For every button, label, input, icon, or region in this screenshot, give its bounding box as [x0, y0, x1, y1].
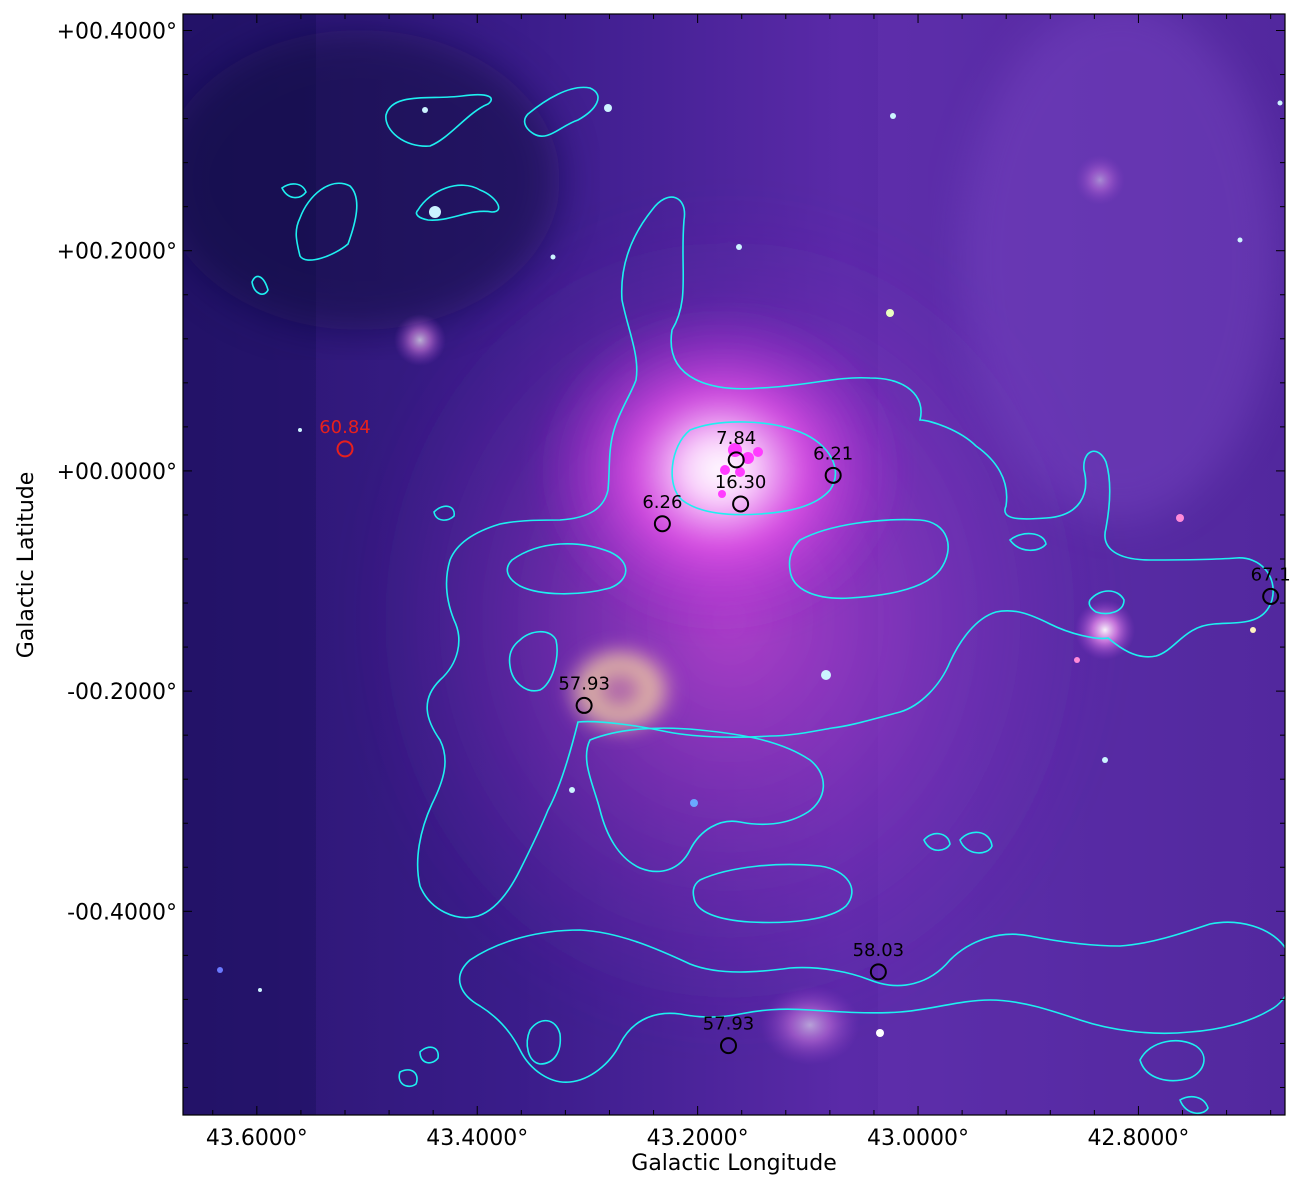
contour-line	[415, 184, 500, 221]
source-markers: 60.84 7.84 16.30 6.21 6.26 67.1 57.93 58.03 57.9…	[319, 417, 1291, 1055]
x-tick-label: 42.8000°	[1087, 1126, 1189, 1151]
y-axis-label: Galactic Latitude	[14, 472, 39, 659]
source-marker-label: 6.26	[642, 492, 682, 513]
contour-line	[1008, 532, 1047, 552]
contour-line	[1179, 1095, 1209, 1115]
contour-line	[280, 183, 307, 199]
contour-line	[959, 831, 993, 854]
intensity-contours	[251, 86, 1285, 1115]
contour-line	[458, 921, 1285, 1083]
contour-line	[1139, 1039, 1205, 1082]
contour-line	[585, 727, 825, 873]
contour-line	[416, 196, 1274, 919]
contour-line	[506, 543, 627, 595]
contour-line	[508, 630, 558, 692]
source-marker-label: 16.30	[715, 472, 767, 493]
contour-line	[692, 863, 853, 924]
contour-line	[923, 832, 951, 852]
stars	[217, 100, 1283, 1037]
x-tick-label: 43.0000°	[867, 1126, 969, 1151]
source-marker-label: 7.84	[716, 428, 756, 449]
contour-line	[398, 1069, 418, 1088]
source-marker-label: 58.03	[853, 940, 905, 961]
source-marker-circle	[653, 515, 671, 533]
source-marker-label: 57.93	[703, 1014, 755, 1035]
contour-line	[788, 518, 949, 600]
contour-line	[526, 1019, 562, 1065]
source-marker-circle	[719, 1037, 737, 1055]
plot-frame	[182, 13, 1286, 1116]
source-marker-circle	[336, 440, 354, 458]
source-marker-label: 60.84	[319, 417, 371, 438]
source-marker-circle	[575, 696, 593, 714]
y-tick-label: -00.2000°	[67, 680, 177, 705]
x-tick-label: 43.4000°	[426, 1126, 528, 1151]
y-tick-label: +00.0000°	[57, 460, 177, 485]
contour-line	[433, 505, 455, 521]
y-tick-label: +00.4000°	[57, 20, 177, 45]
source-marker-circle	[727, 451, 745, 469]
contour-line	[523, 86, 599, 137]
source-marker-label: 6.21	[813, 443, 853, 464]
core-emission	[718, 443, 763, 498]
x-axis-label: Galactic Longitude	[631, 1151, 836, 1176]
source-marker-circle	[732, 495, 750, 513]
contour-line	[671, 421, 837, 516]
source-marker-circle	[1262, 587, 1280, 605]
contour-line	[1088, 590, 1125, 615]
x-tick-label: 43.6000°	[206, 1126, 308, 1151]
contour-line	[385, 93, 493, 147]
contour-line	[419, 1046, 439, 1064]
infrared-image	[183, 14, 1285, 1115]
source-marker-label: 57.93	[558, 673, 610, 694]
x-tick-label: 43.2000°	[647, 1126, 749, 1151]
source-marker-circle	[824, 466, 842, 484]
source-marker-label: 67.1	[1251, 564, 1291, 585]
y-tick-label: -00.4000°	[67, 900, 177, 925]
y-tick-label: +00.2000°	[57, 240, 177, 265]
contour-line	[295, 182, 358, 261]
axis-ticks: 43.6000° 43.4000° 43.2000° 43.0000° 42.8000°…	[57, 14, 1285, 1151]
source-marker-circle	[869, 963, 887, 981]
contour-line	[251, 275, 269, 295]
